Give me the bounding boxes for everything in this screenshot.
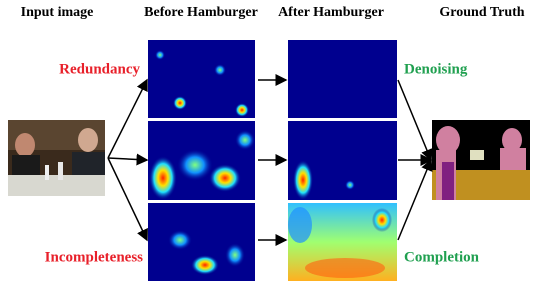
column-headers: Input image Before Hamburger After Hambu… [21, 5, 525, 20]
header: Before Hamburger [144, 5, 258, 20]
before-heatmaps [148, 40, 255, 281]
figure: Input image Before Hamburger After Hambu… [0, 0, 538, 285]
label: Denoising [404, 61, 468, 77]
header: Input image [21, 5, 94, 20]
after-heatmaps [288, 40, 397, 281]
label: Redundancy [59, 61, 140, 77]
label: Incompleteness [45, 249, 143, 265]
input-image [8, 120, 105, 196]
header: After Hamburger [278, 5, 384, 20]
ground-truth [432, 120, 530, 200]
header: Ground Truth [439, 5, 524, 20]
label: Completion [404, 249, 480, 265]
